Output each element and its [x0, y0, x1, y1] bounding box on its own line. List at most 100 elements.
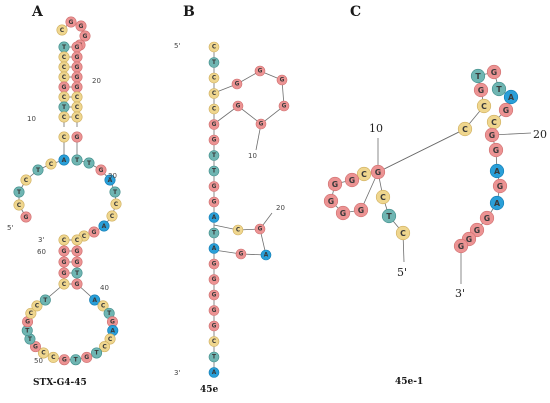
svg-text:C: C	[212, 106, 216, 112]
svg-text:C: C	[24, 177, 29, 184]
svg-text:C: C	[62, 114, 67, 121]
panel-a-bottom-loop-base: C	[31, 300, 43, 312]
svg-text:G: G	[24, 214, 29, 221]
panel-b-upper-loop-base: G	[276, 74, 288, 86]
svg-text:T: T	[17, 189, 22, 196]
panel-a-loop-top-base: G	[75, 20, 87, 32]
svg-text:G: G	[358, 206, 364, 215]
svg-text:C: C	[62, 281, 67, 288]
panel-b-backbone-base: G	[208, 289, 220, 301]
svg-text:A: A	[212, 370, 217, 376]
panel-a-stem1-left: C	[58, 61, 70, 73]
svg-text:G: G	[212, 199, 217, 205]
svg-text:C: C	[75, 114, 80, 121]
panel-c-hairpin-top-base: G	[498, 102, 514, 118]
svg-text:G: G	[75, 54, 80, 61]
svg-text:A: A	[92, 297, 97, 304]
panel-a-stem2-left: G	[58, 267, 70, 279]
panel-b-lower-loop-base: G	[254, 223, 266, 235]
panel-a-caption: STX-G4-45	[33, 378, 87, 388]
panel-letter-a: A	[31, 4, 44, 20]
svg-text:C: C	[75, 104, 80, 111]
svg-text:A: A	[212, 246, 217, 252]
svg-text:C: C	[491, 118, 497, 127]
svg-text:G: G	[332, 180, 338, 189]
panel-a-internal-right-base: C	[106, 210, 118, 222]
svg-text:G: G	[62, 357, 67, 364]
svg-text:C: C	[62, 237, 67, 244]
panel-a-number-10: 10	[27, 115, 36, 123]
svg-text:A: A	[494, 167, 500, 176]
svg-text:G: G	[474, 226, 480, 235]
svg-text:G: G	[212, 122, 217, 128]
panel-a-number-60: 60	[37, 248, 46, 256]
panel-a-bottom-loop-base: T	[39, 294, 51, 306]
panel-a-number-40: 40	[100, 284, 109, 292]
svg-text:T: T	[74, 357, 79, 364]
svg-text:C: C	[361, 170, 367, 179]
panel-a-bottom-loop-base: A	[89, 294, 101, 306]
panel-a-internal-right-base: T	[109, 186, 121, 198]
svg-text:G: G	[33, 343, 38, 350]
panel-a-internal-right-base: A	[98, 220, 110, 232]
svg-text:G: G	[212, 137, 217, 143]
panel-b-upper-loop-base: G	[231, 78, 243, 90]
panel-a-stem2-right: T	[71, 267, 83, 279]
svg-text:C: C	[212, 44, 216, 50]
svg-text:G: G	[258, 68, 263, 74]
panel-a-internal-left-base: G	[20, 211, 32, 223]
panel-c-number-10: 10	[369, 122, 383, 135]
svg-text:T: T	[28, 336, 33, 343]
panel-a-stem2-right: G	[71, 256, 83, 268]
panel-a-internal-left-base: C	[20, 174, 32, 186]
panel-a-stem1-right: C	[71, 91, 83, 103]
svg-text:G: G	[466, 235, 472, 244]
svg-text:T: T	[62, 44, 67, 51]
svg-text:C: C	[82, 233, 87, 240]
panel-b-upper-loop-bond	[213, 70, 285, 125]
svg-text:G: G	[25, 319, 30, 326]
panel-a-bottom-loop-base: G	[106, 316, 118, 328]
panel-a-stem1-right: T	[71, 154, 83, 166]
svg-text:C: C	[35, 303, 40, 310]
panel-b-upper-loop-base: G	[255, 118, 267, 130]
svg-text:T: T	[113, 189, 118, 196]
svg-text:C: C	[41, 350, 46, 357]
svg-text:T: T	[87, 160, 92, 167]
panel-b-backbone-base: T	[208, 150, 220, 161]
svg-text:G: G	[83, 33, 88, 40]
panel-b-backbone-base: G	[208, 305, 220, 316]
panel-a-stem1-left: C	[58, 91, 70, 103]
panel-c-tail-base: C	[375, 189, 391, 205]
svg-text:G: G	[212, 308, 217, 314]
panel-a-internal-right-base: G	[88, 226, 100, 238]
panel-b-backbone-base: G	[208, 196, 220, 208]
panel-a-internal-right-base: A	[104, 174, 116, 186]
svg-text:G: G	[110, 319, 115, 326]
panel-b-lower-loop-base: A	[260, 249, 272, 261]
labels: A B C STX-G4-45 45e 45e-1 20 10 30 60 40…	[7, 4, 547, 395]
panel-a-stem1-left: C	[58, 131, 70, 143]
panel-a-loop-top-base: G	[65, 16, 77, 28]
svg-text:G: G	[340, 209, 346, 218]
svg-text:G: G	[280, 77, 285, 83]
svg-text:G: G	[75, 74, 80, 81]
panel-a-bottom-loop-base: C	[104, 333, 116, 345]
panel-a-stem1-right: G	[71, 41, 83, 53]
svg-text:C: C	[62, 64, 67, 71]
svg-text:C: C	[108, 336, 113, 343]
panel-a-bottom-loop-base: T	[70, 354, 82, 366]
panel-a-end-5prime: 5'	[7, 224, 13, 232]
panel-a-stem1-right: G	[71, 81, 83, 93]
panel-a-stem1-right: G	[71, 61, 83, 73]
panel-letter-c: C	[350, 4, 361, 20]
panel-b-backbone-base: A	[208, 367, 220, 378]
panel-c-strand3-base: G	[488, 142, 504, 158]
panel-b-number-20: 20	[276, 204, 285, 212]
panel-a-loop-top-base: G	[79, 30, 91, 42]
panel-a-stem1-left: A	[58, 154, 70, 166]
svg-text:C: C	[400, 229, 406, 238]
svg-text:G: G	[212, 323, 217, 329]
panel-a-internal-left-base: T	[32, 164, 44, 176]
svg-text:G: G	[239, 251, 244, 257]
